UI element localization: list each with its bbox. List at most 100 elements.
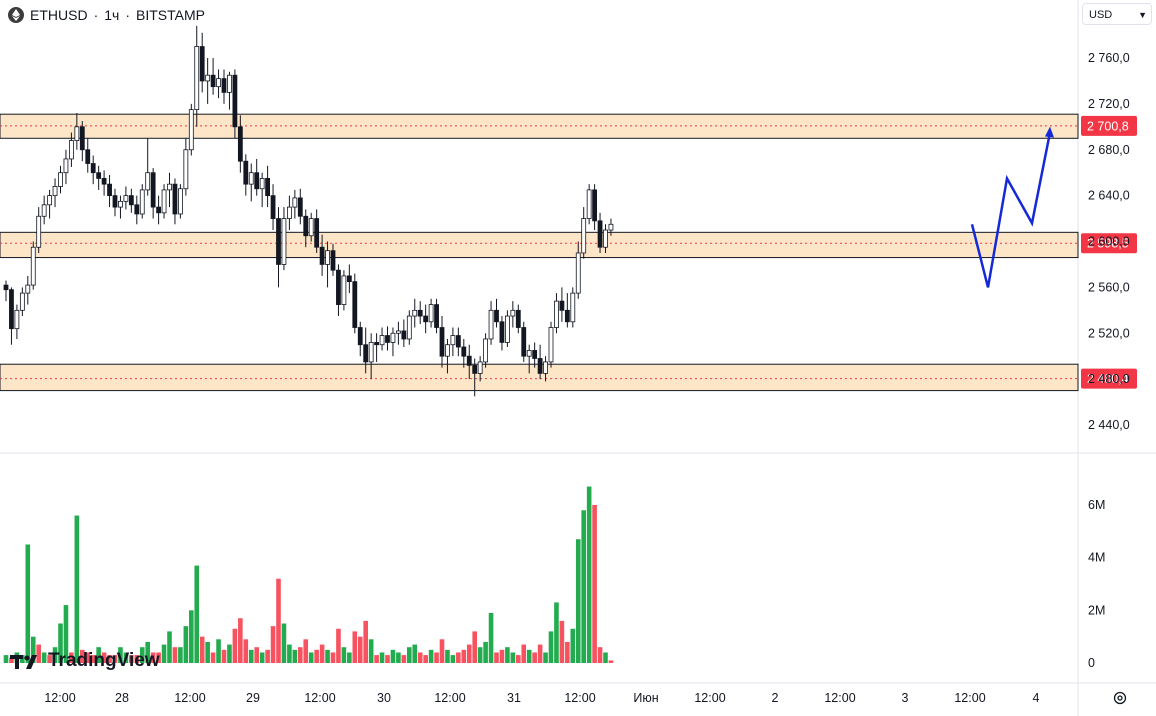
volume-bar — [69, 652, 74, 663]
candle-down — [423, 315, 429, 323]
volume-bar — [434, 652, 439, 663]
price-tick-label: 2 720,0 — [1088, 97, 1130, 111]
volume-bar — [379, 652, 385, 663]
candle-down — [107, 183, 112, 197]
volume-bar — [412, 644, 418, 663]
price-tick-label: 2 680,0 — [1088, 143, 1130, 157]
volume-bar — [532, 652, 537, 663]
watermark-text: TradingView — [48, 650, 160, 671]
volume-bar — [238, 618, 243, 663]
candle-down — [515, 309, 521, 328]
interval-label[interactable]: 1ч — [104, 7, 120, 23]
volume-bar — [254, 647, 259, 663]
volume-bar — [374, 655, 379, 663]
volume-tick-label: 4M — [1088, 551, 1105, 565]
candle-up — [188, 109, 194, 151]
volume-bar — [347, 652, 352, 663]
volume-bar — [36, 644, 41, 663]
candle-up — [428, 304, 434, 323]
candle-down — [9, 289, 14, 330]
price-label-box — [1081, 115, 1137, 136]
candle-up — [63, 158, 69, 174]
volume-bar — [74, 515, 80, 663]
candle-up — [281, 218, 287, 265]
candle-up — [227, 74, 232, 93]
candle-down — [461, 346, 467, 357]
currency-select[interactable]: USD ▼ — [1082, 3, 1152, 25]
time-tick-label: Июн — [633, 691, 658, 705]
support-resistance-zone — [0, 113, 1079, 139]
candle-down — [210, 74, 216, 88]
candle-down — [112, 195, 118, 208]
volume-bar — [570, 628, 576, 663]
candle-down — [243, 160, 249, 185]
candle-up — [145, 172, 151, 191]
volume-bar — [423, 655, 428, 663]
candle-up — [161, 189, 167, 214]
candle-down — [96, 172, 102, 179]
volume-bar — [287, 644, 292, 663]
volume-bar — [248, 649, 254, 663]
time-tick-label: 12:00 — [434, 691, 465, 705]
volume-bar — [341, 647, 347, 663]
candle-up — [123, 195, 129, 202]
candle-down — [417, 309, 423, 317]
candle-down — [232, 74, 238, 128]
candle-down — [537, 358, 543, 374]
candle-down — [363, 344, 369, 363]
volume-bar — [303, 639, 309, 663]
symbol-label[interactable]: ETHUSD — [30, 7, 88, 23]
candle-up — [488, 309, 494, 340]
candle-up — [259, 178, 265, 190]
volume-bar — [330, 652, 336, 663]
volume-bar — [194, 565, 200, 663]
candle-down — [319, 246, 325, 265]
candle-down — [276, 218, 281, 265]
volume-bar — [461, 649, 467, 663]
candle-up — [412, 309, 418, 317]
candle-down — [314, 218, 320, 248]
price-tick-label: 2 560,0 — [1088, 280, 1130, 294]
volume-bar — [259, 652, 265, 663]
price-tick-label: 2 480,0 — [1088, 372, 1130, 386]
volume-bar — [123, 652, 129, 663]
volume-bar — [172, 647, 178, 663]
volume-bar — [80, 649, 85, 663]
candle-up — [586, 189, 592, 219]
candle-up — [58, 172, 63, 187]
volume-bar — [232, 628, 238, 663]
time-tick-label: 29 — [246, 691, 260, 705]
volume-bar — [466, 644, 472, 663]
exchange-label: BITSTAMP — [136, 7, 205, 23]
volume-bar — [543, 652, 548, 663]
volume-bar — [592, 505, 597, 663]
candle-down — [172, 183, 178, 215]
time-tick-label: 12:00 — [44, 691, 75, 705]
candle-up — [504, 315, 510, 343]
volume-bar — [227, 644, 232, 663]
volume-bar — [243, 639, 249, 663]
volume-bar — [199, 636, 205, 663]
chart-header: ETHUSD · 1ч · BITSTAMP — [8, 5, 205, 25]
gear-icon[interactable] — [1112, 690, 1128, 706]
candle-down — [79, 126, 85, 151]
volume-bar — [396, 652, 401, 663]
candle-down — [352, 281, 358, 328]
volume-bar — [445, 649, 450, 663]
volume-bar — [597, 647, 603, 663]
price-tick-label: 2 440,0 — [1088, 418, 1130, 432]
candle-up — [74, 126, 80, 141]
volume-bar — [107, 655, 112, 663]
candle-up — [581, 218, 587, 254]
volume-bar — [281, 623, 287, 663]
candle-up — [341, 275, 347, 305]
volume-bar — [565, 641, 570, 663]
volume-bar — [390, 649, 396, 663]
volume-bar — [368, 639, 374, 663]
candle-down — [128, 195, 134, 206]
volume-bar — [505, 647, 510, 663]
time-tick-label: 31 — [507, 691, 521, 705]
volume-bar — [85, 652, 91, 663]
volume-bar — [101, 652, 107, 663]
